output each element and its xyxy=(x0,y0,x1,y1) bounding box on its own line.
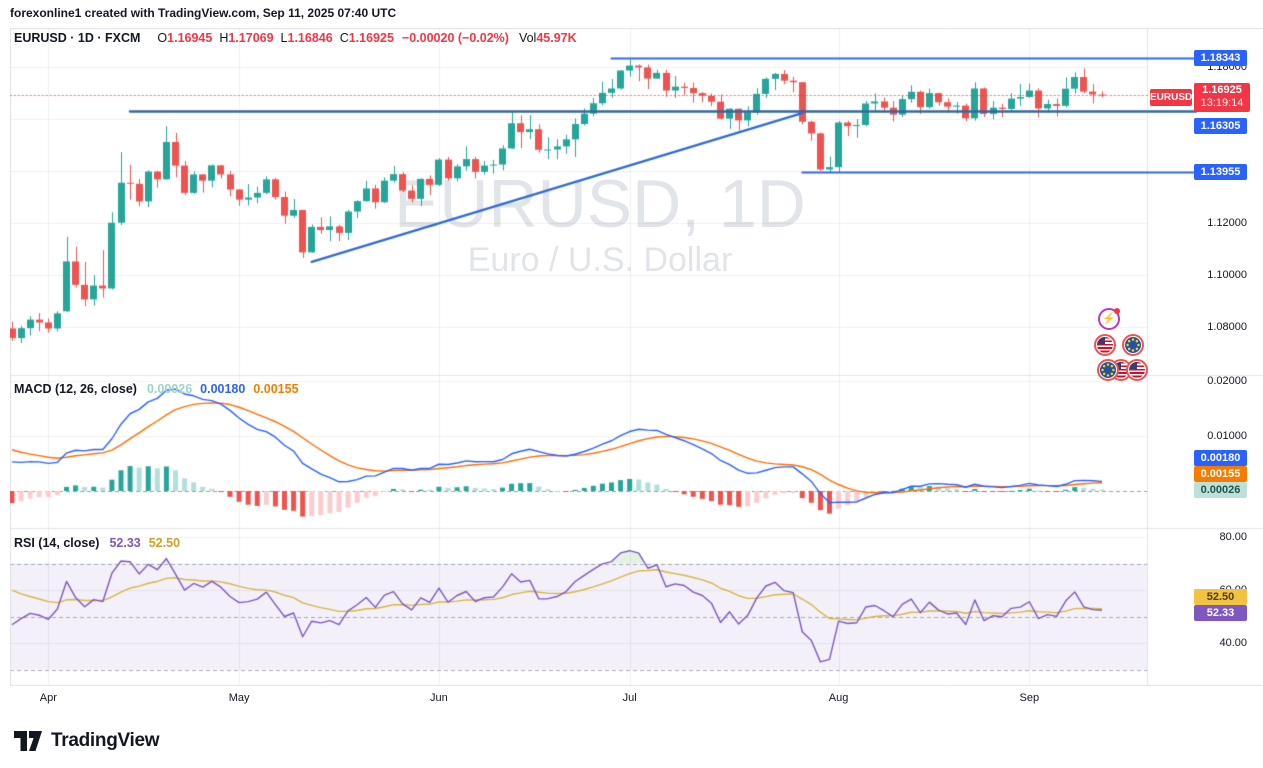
rsi-value: 52.33 xyxy=(109,536,141,550)
macd-line-value: 0.00180 xyxy=(200,382,246,396)
change-value: −0.00020 (−0.02%) xyxy=(401,31,509,45)
tradingview-logo-text: TradingView xyxy=(51,730,160,751)
month-label: May xyxy=(228,692,250,704)
tradingview-logo[interactable]: TradingView xyxy=(14,730,160,752)
price-scale-tick: 0.01000 xyxy=(1207,430,1247,442)
high-value: 1.17069 xyxy=(228,31,274,45)
symbol-title[interactable]: EURUSD · 1D · FXCM xyxy=(14,31,141,45)
symbol-legend[interactable]: EURUSD · 1D · FXCM O1.16945 H1.17069 L1.168… xyxy=(14,31,577,45)
last-price-value: 1.16925 xyxy=(1202,84,1242,96)
price-scale-badge: 1.13955 xyxy=(1194,164,1247,180)
price-scale-badge: 1.18343 xyxy=(1194,50,1247,66)
eu-flag-icon[interactable] xyxy=(1122,334,1144,356)
price-scale-tick: 1.12000 xyxy=(1207,217,1247,229)
attribution-text: forexonline1 created with TradingView.co… xyxy=(10,6,397,20)
macd-signal-value: 0.00155 xyxy=(253,382,299,396)
low-label: L xyxy=(280,31,288,45)
month-label: Jul xyxy=(622,692,637,704)
rsi-ma-value: 52.50 xyxy=(148,536,181,550)
eu-flag-icon[interactable] xyxy=(1097,359,1119,381)
price-scale-tick: 80.00 xyxy=(1219,531,1247,543)
eu-flag xyxy=(1125,337,1141,353)
price-scale-tick: 1.08000 xyxy=(1207,321,1247,333)
tradingview-logo-icon xyxy=(14,730,42,751)
month-label: Apr xyxy=(39,692,57,704)
low-value: 1.16846 xyxy=(287,31,333,45)
price-scale-tick: 40.00 xyxy=(1219,637,1247,649)
bar-countdown: 13:19:14 xyxy=(1200,97,1244,109)
month-label: Jun xyxy=(430,692,448,704)
macd-hist-value: 0.00026 xyxy=(146,382,193,396)
macd-title[interactable]: MACD (12, 26, close) xyxy=(14,382,137,396)
price-scale-tick: 0.02000 xyxy=(1207,375,1247,387)
price-scale-badge: 0.00180 xyxy=(1194,450,1247,466)
us-flag xyxy=(1097,337,1113,353)
symbol-price-chip: EURUSD xyxy=(1150,89,1192,106)
month-label: Sep xyxy=(1019,692,1040,704)
high-label: H xyxy=(219,31,229,45)
us-flag-icon[interactable] xyxy=(1094,334,1116,356)
price-scale-badge: 0.00026 xyxy=(1194,482,1247,498)
open-value: 1.16945 xyxy=(167,31,213,45)
us-flag-icon[interactable] xyxy=(1126,359,1148,381)
close-label: C xyxy=(339,31,349,45)
volume-value: 45.97K xyxy=(536,31,577,45)
rsi-title[interactable]: RSI (14, close) xyxy=(14,536,100,550)
price-scale-badge: 52.50 xyxy=(1194,589,1247,605)
economic-event-lightning-icon[interactable]: ⚡ xyxy=(1098,308,1120,330)
price-scale-tick: 1.10000 xyxy=(1207,269,1247,281)
last-price-badge: 1.16925 13:19:14 xyxy=(1194,83,1250,112)
rsi-legend[interactable]: RSI (14, close) 52.33 52.50 xyxy=(14,536,180,550)
month-label: Aug xyxy=(828,692,849,704)
open-label: O xyxy=(157,31,168,45)
price-scale-badge: 0.00155 xyxy=(1194,466,1247,482)
volume-label: Vol xyxy=(518,31,537,45)
price-scale-badge: 52.33 xyxy=(1194,605,1247,621)
price-chart-canvas[interactable] xyxy=(10,28,1263,686)
us-flag xyxy=(1129,362,1145,378)
macd-legend[interactable]: MACD (12, 26, close) 0.00026 0.00180 0.0015… xyxy=(14,382,299,396)
eu-flag xyxy=(1100,362,1116,378)
price-scale-badge: 1.16305 xyxy=(1194,118,1247,134)
close-value: 1.16925 xyxy=(348,31,394,45)
